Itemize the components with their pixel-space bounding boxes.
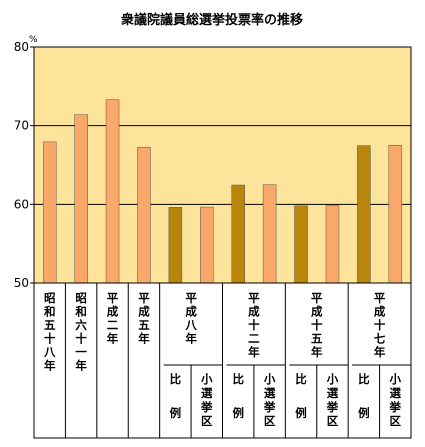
category-label: 平 bbox=[248, 291, 260, 305]
category-label: 八 bbox=[184, 318, 197, 332]
bar-kind-label: 小 bbox=[389, 372, 402, 386]
category-label: 十 bbox=[311, 318, 323, 332]
bar bbox=[388, 145, 403, 284]
category-label: 成 bbox=[107, 305, 119, 319]
category-label: 平 bbox=[138, 291, 150, 305]
bar bbox=[105, 99, 120, 284]
bar bbox=[325, 205, 340, 284]
category-label: 十 bbox=[248, 318, 260, 332]
plot-background bbox=[34, 47, 411, 283]
bars bbox=[42, 99, 403, 284]
category-label: 昭 bbox=[75, 291, 87, 305]
category-label: 平 bbox=[107, 291, 119, 305]
category-label: 二 bbox=[248, 332, 260, 346]
category-label: 十 bbox=[75, 332, 87, 346]
y-axis-ticks: 50 60 70 80 bbox=[14, 40, 34, 290]
bar-kind-label: 区 bbox=[327, 414, 339, 428]
bar-kind-label: 選 bbox=[264, 386, 276, 400]
category-label: 十 bbox=[44, 332, 56, 346]
bar-kind-label: 挙 bbox=[389, 400, 402, 414]
category-label: 年 bbox=[75, 359, 87, 373]
bar-kind-label: 比 bbox=[170, 372, 182, 386]
bar-kind-label: 区 bbox=[264, 414, 276, 428]
category-label: 成 bbox=[185, 305, 197, 319]
category-label: 五 bbox=[311, 332, 323, 346]
bar bbox=[231, 184, 245, 284]
bar-kind-label: 小 bbox=[263, 372, 276, 386]
bar-kind-label: 小 bbox=[326, 372, 339, 386]
category-label-table: 昭和五十八年昭和六十一年平成二年平成五年比例小選挙区平成八年比例小選挙区平成十二… bbox=[33, 282, 412, 439]
bar-kind-label: 挙 bbox=[263, 400, 276, 414]
bar-kind-label: 選 bbox=[390, 386, 402, 400]
category-label: 一 bbox=[75, 345, 87, 359]
y-tick-label: 60 bbox=[14, 197, 29, 211]
category-label: 平 bbox=[185, 291, 197, 305]
bar-kind-label: 例 bbox=[232, 406, 244, 420]
category-label: 十 bbox=[374, 318, 386, 332]
y-tick-label: 50 bbox=[14, 276, 29, 290]
bar-kind-label: 区 bbox=[390, 414, 402, 428]
bar-kind-label: 例 bbox=[358, 406, 370, 420]
y-tick-label: 80 bbox=[14, 40, 29, 54]
category-label: 八 bbox=[43, 345, 56, 359]
category-label: 和 bbox=[75, 305, 87, 319]
bar-kind-label: 比 bbox=[358, 372, 370, 386]
category-label: 成 bbox=[311, 305, 323, 319]
category-label: 年 bbox=[374, 345, 386, 359]
bar bbox=[262, 184, 277, 284]
category-label: 年 bbox=[44, 359, 56, 373]
bar bbox=[294, 205, 308, 284]
bar-kind-label: 比 bbox=[232, 372, 244, 386]
category-label: 年 bbox=[311, 345, 323, 359]
y-axis-unit: % bbox=[29, 35, 38, 45]
category-label: 平 bbox=[374, 291, 386, 305]
category-label: 成 bbox=[138, 305, 150, 319]
category-label: 昭 bbox=[44, 291, 56, 305]
category-label: 成 bbox=[248, 305, 260, 319]
bar bbox=[168, 207, 183, 284]
bar-kind-label: 比 bbox=[295, 372, 307, 386]
bar-kind-label: 挙 bbox=[326, 400, 339, 414]
category-label: 年 bbox=[138, 332, 150, 346]
category-label: 二 bbox=[107, 318, 119, 332]
category-label: 成 bbox=[374, 305, 386, 319]
bar bbox=[137, 146, 151, 284]
bar-kind-label: 挙 bbox=[200, 400, 213, 414]
bar-kind-label: 選 bbox=[201, 386, 213, 400]
plot-area bbox=[33, 46, 412, 284]
chart-title: 衆議院議員総選挙投票率の推移 bbox=[121, 12, 303, 28]
bar bbox=[200, 206, 214, 284]
category-label: 五 bbox=[138, 318, 150, 332]
bar-kind-label: 小 bbox=[200, 372, 213, 386]
bar bbox=[357, 145, 371, 284]
bar bbox=[74, 114, 88, 284]
category-label: 五 bbox=[44, 318, 56, 332]
bar-kind-label: 選 bbox=[327, 386, 339, 400]
category-label: 年 bbox=[248, 345, 260, 359]
bar-kind-label: 区 bbox=[201, 414, 213, 428]
category-label: 七 bbox=[374, 332, 386, 346]
category-label: 六 bbox=[75, 318, 87, 332]
bar-kind-label: 例 bbox=[170, 406, 182, 420]
y-tick-label: 70 bbox=[14, 119, 29, 133]
category-label: 和 bbox=[44, 305, 56, 319]
bar bbox=[42, 141, 57, 284]
bar-kind-label: 例 bbox=[295, 406, 307, 420]
category-label: 年 bbox=[185, 332, 197, 346]
category-label: 平 bbox=[311, 291, 323, 305]
category-label: 年 bbox=[107, 332, 119, 346]
